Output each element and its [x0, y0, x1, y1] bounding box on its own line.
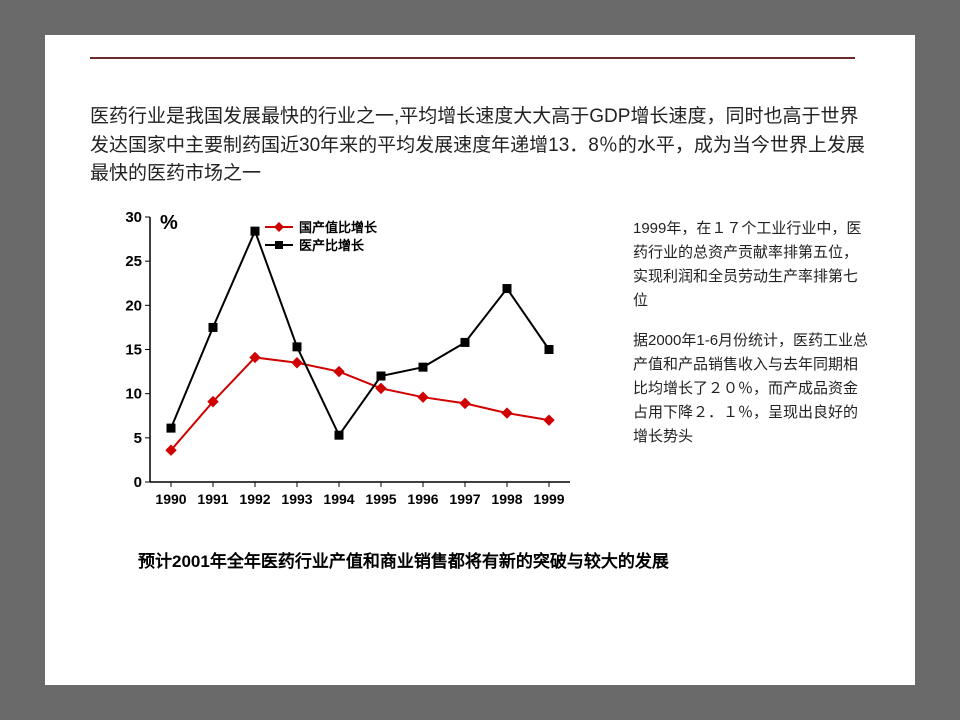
svg-text:25: 25 [125, 253, 142, 270]
intro-paragraph: 医药行业是我国发展最快的行业之一,平均增长速度大大高于GDP增长速度，同时也高于… [90, 103, 870, 189]
side-paragraph-2: 据2000年1-6月份统计，医药工业总产值和产品销售收入与去年同期相比均增长了２… [633, 329, 870, 449]
svg-text:20: 20 [125, 297, 142, 314]
side-text-block: 1999年，在１７个工业行业中，医药行业的总资产贡献率排第五位，实现利润和全员劳… [633, 217, 870, 533]
chart-svg: 0 5 10 15 20 25 30% 1990 1991 1992 1993 1994 1995 199… [90, 203, 605, 533]
growth-chart: 0 5 10 15 20 25 30% 1990 1991 1992 1993 1994 1995 199… [90, 203, 605, 533]
svg-text:5: 5 [134, 429, 142, 446]
svg-text:1998: 1998 [491, 491, 522, 507]
svg-text:1990: 1990 [155, 491, 186, 507]
title-divider [90, 57, 855, 59]
svg-text:1999: 1999 [533, 491, 564, 507]
side-paragraph-1: 1999年，在１７个工业行业中，医药行业的总资产贡献率排第五位，实现利润和全员劳… [633, 217, 870, 313]
svg-text:1991: 1991 [197, 491, 228, 507]
svg-text:医产比增长: 医产比增长 [299, 238, 365, 253]
svg-text:1993: 1993 [281, 491, 312, 507]
svg-text:15: 15 [125, 341, 142, 358]
svg-text:1997: 1997 [449, 491, 480, 507]
bottom-forecast-text: 预计2001年全年医药行业产值和商业销售都将有新的突破与较大的发展 [138, 547, 870, 572]
svg-text:30: 30 [125, 209, 142, 226]
svg-text:1992: 1992 [239, 491, 270, 507]
svg-text:国产值比增长: 国产值比增长 [299, 220, 378, 235]
svg-text:%: % [160, 212, 178, 234]
svg-text:10: 10 [125, 385, 142, 402]
svg-text:1994: 1994 [323, 491, 354, 507]
slide: 医药行业是我国发展最快的行业之一,平均增长速度大大高于GDP增长速度，同时也高于… [45, 35, 915, 685]
svg-text:1995: 1995 [365, 491, 396, 507]
svg-text:1996: 1996 [407, 491, 438, 507]
svg-text:0: 0 [134, 474, 142, 491]
main-row: 0 5 10 15 20 25 30% 1990 1991 1992 1993 1994 1995 199… [90, 203, 870, 533]
